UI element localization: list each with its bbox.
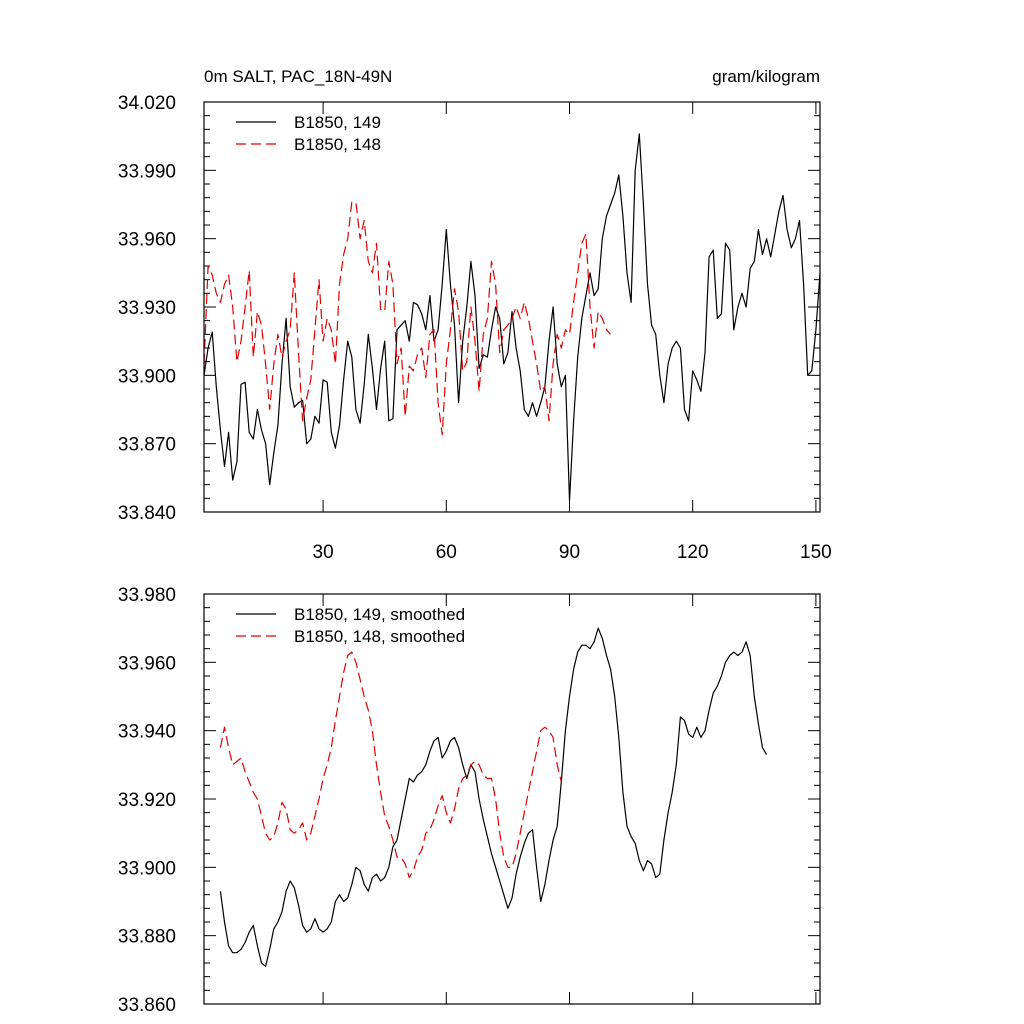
bottom-panel: 33.860 33.880 33.900 33.920 33.940 33.960 33.9…	[118, 585, 821, 1016]
x-tick-label: 150	[800, 542, 832, 563]
units-label: gram/kilogram	[712, 67, 820, 86]
y-tick-label: 33.960	[118, 230, 176, 251]
legend-label-0: B1850, 149	[294, 113, 381, 132]
legend-label-1: B1850, 148, smoothed	[294, 627, 465, 646]
bottom-plot-frame	[203, 593, 821, 1005]
x-tick-label: 90	[559, 542, 580, 563]
y-tick-label: 33.920	[118, 790, 176, 811]
y-tick-label: 33.840	[118, 503, 176, 524]
series-line-0	[219, 627, 768, 968]
y-tick-label: 33.900	[118, 858, 176, 879]
bottom-panel-tick-labels: 33.860 33.880 33.900 33.920 33.940 33.960 33.9…	[118, 585, 176, 1016]
y-tick-label: 33.980	[118, 585, 176, 606]
x-tick-label: 60	[436, 542, 457, 563]
top-panel-series	[203, 133, 821, 502]
bottom-legend: B1850, 149, smoothed B1850, 148, smoothed	[236, 605, 465, 646]
series-line-1	[203, 201, 612, 436]
series-line-0	[203, 133, 821, 502]
top-panel-ticks	[204, 101, 820, 513]
top-panel-tick-labels: 33.840 33.870 33.900 33.930 33.960 33.990 34.0…	[118, 93, 832, 563]
y-tick-label: 33.940	[118, 722, 176, 743]
bottom-panel-ticks	[204, 593, 820, 1005]
x-tick-label: 30	[313, 542, 334, 563]
y-tick-label: 33.870	[118, 435, 176, 456]
y-tick-label: 33.900	[118, 366, 176, 387]
y-tick-label: 33.860	[118, 995, 176, 1016]
series-line-1	[219, 651, 562, 879]
y-tick-label: 33.880	[118, 927, 176, 948]
bottom-panel-series	[219, 627, 768, 968]
top-panel: 0m SALT, PAC_18N-49N gram/kilogram 33.84…	[118, 67, 832, 563]
top-plot-frame	[203, 101, 821, 513]
legend-label-0: B1850, 149, smoothed	[294, 605, 465, 624]
chart-title: 0m SALT, PAC_18N-49N	[204, 67, 392, 86]
top-legend: B1850, 149 B1850, 148	[236, 113, 381, 154]
y-tick-label: 33.930	[118, 298, 176, 319]
legend-label-1: B1850, 148	[294, 135, 381, 154]
y-tick-label: 33.960	[118, 653, 176, 674]
x-tick-label: 120	[677, 542, 709, 563]
y-tick-label: 33.990	[118, 161, 176, 182]
y-tick-label: 34.020	[118, 93, 176, 114]
